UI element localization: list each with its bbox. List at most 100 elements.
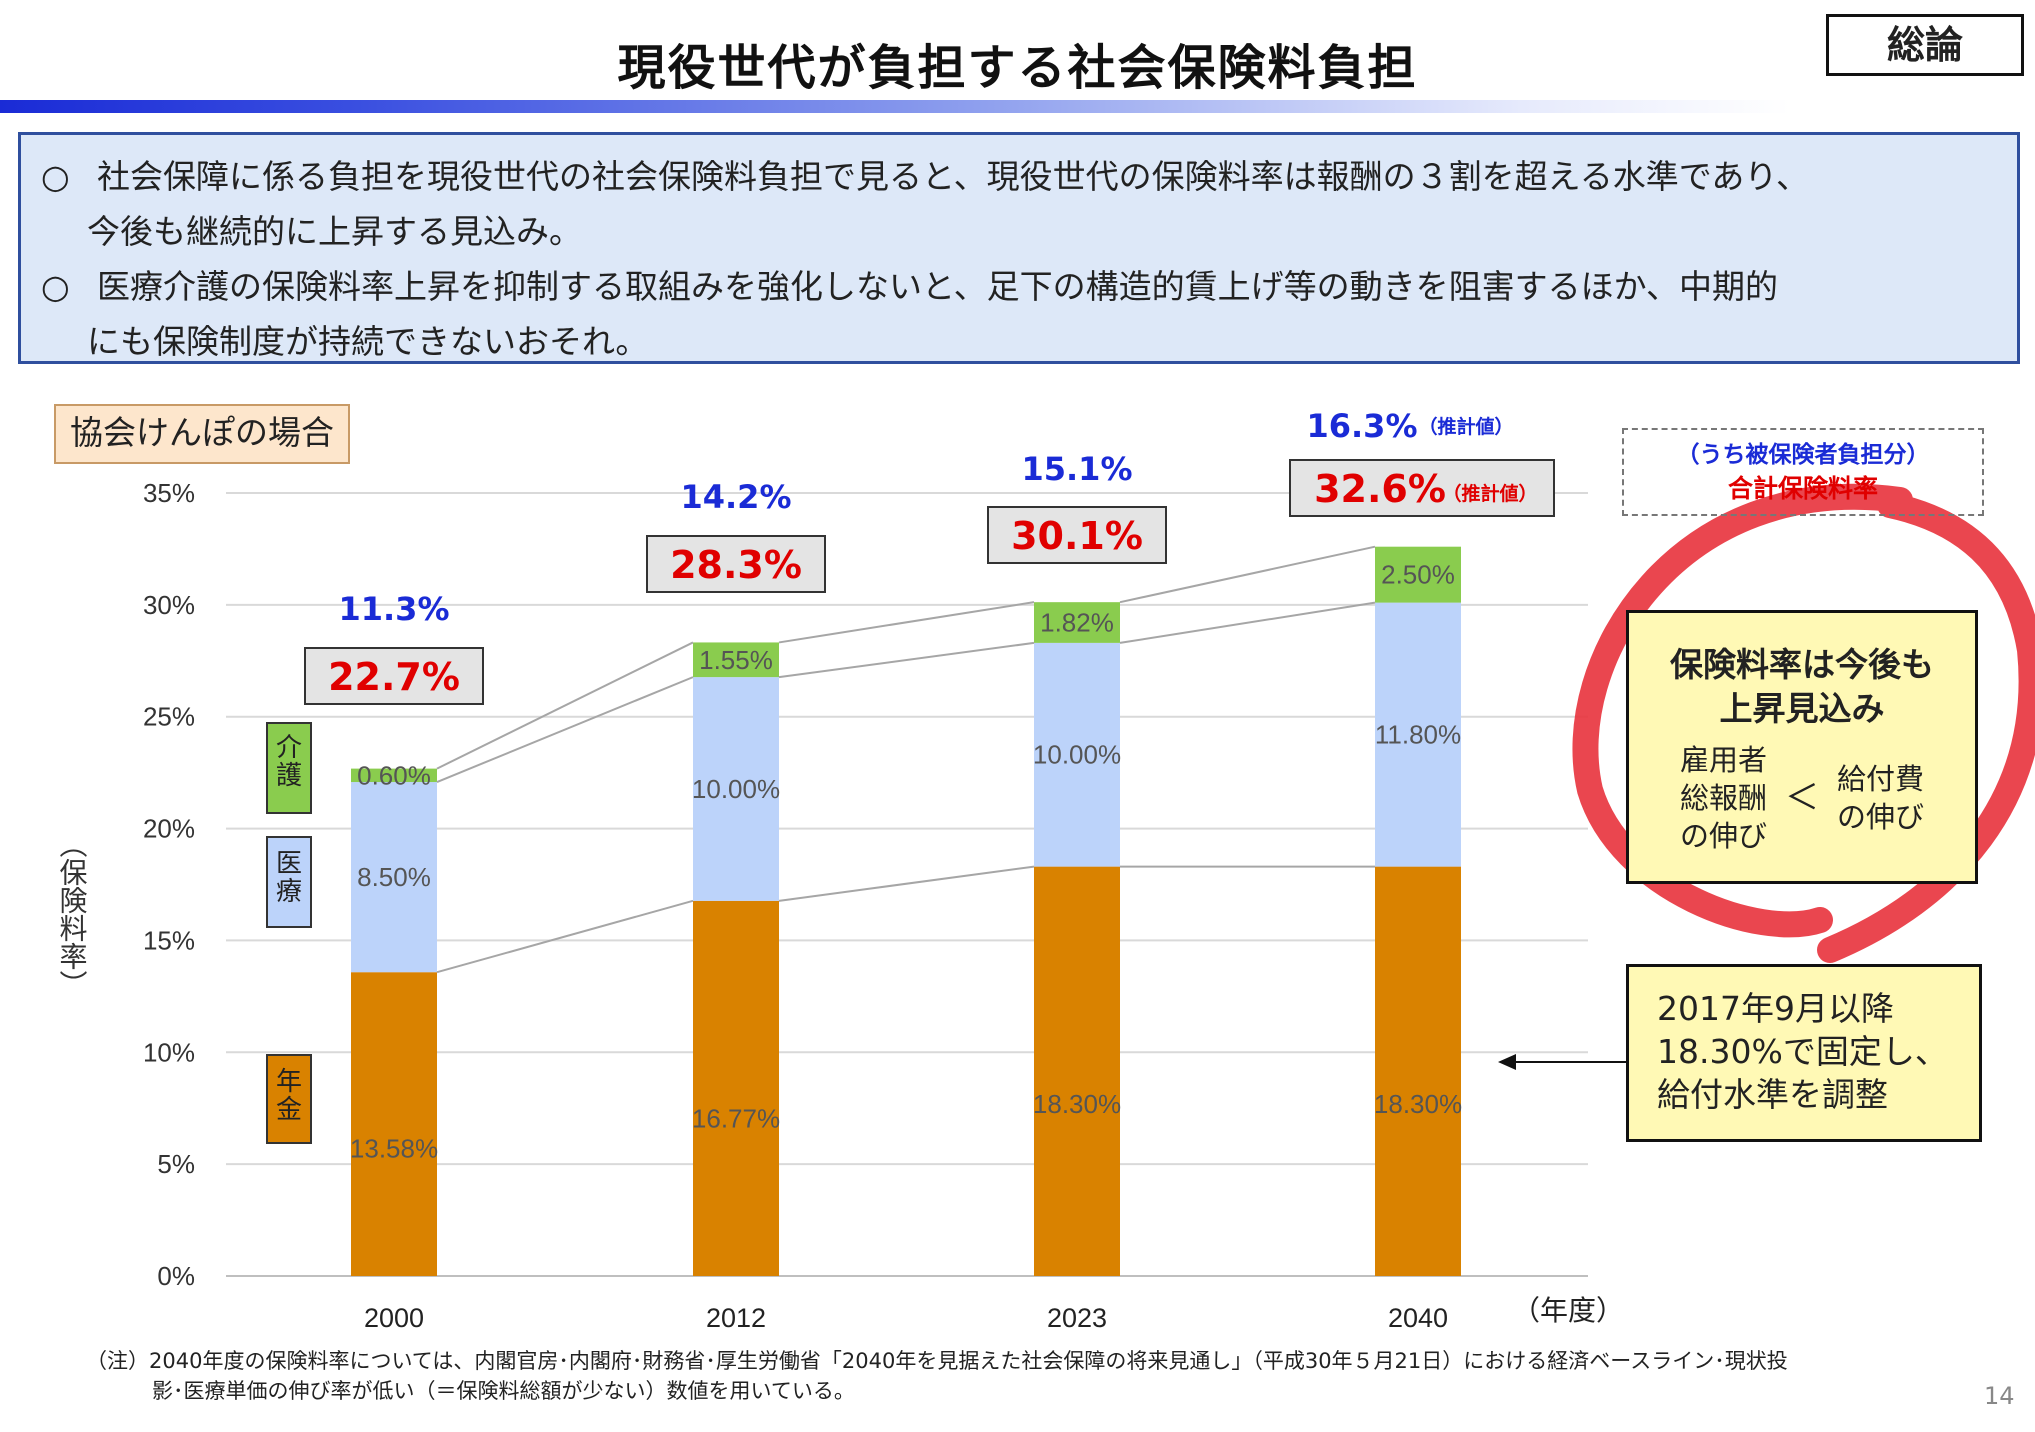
- section-tag: 総論: [1826, 14, 2024, 76]
- total-box: [1289, 459, 1555, 517]
- total-label: 32.6%: [1314, 467, 1446, 511]
- bar-segment: [1034, 642, 1120, 867]
- category-label-nenkin: 年金: [266, 1054, 312, 1144]
- page-title: 現役世代が負担する社会保険料負担: [617, 40, 1418, 96]
- x-tick-label: 2012: [706, 1303, 766, 1333]
- estimate-note: （推計値）: [1442, 482, 1537, 505]
- outlook-head-2: 上昇見込み: [1719, 689, 1885, 728]
- y-tick-label: 15%: [143, 925, 195, 955]
- employee-share-label: 16.3%: [1306, 407, 1417, 445]
- page-number: 14: [1984, 1382, 2015, 1410]
- summary-text-3: 医療介護の保険料率上昇を抑制する取組みを強化しないと、足下の構造的賃上げ等の動き…: [97, 267, 1779, 306]
- bar-segment: [351, 782, 437, 973]
- less-than-icon: ＜: [1785, 778, 1819, 818]
- summary-line-2: 今後も継続的に上昇する見込み。: [87, 212, 582, 251]
- connector-line: [1119, 601, 1376, 644]
- data-label: 16.77%: [692, 1103, 780, 1133]
- outlook-callout: 保険料率は今後も 上昇見込み 雇用者 総報酬 の伸び ＜ 給付費 の伸び: [1626, 610, 1978, 884]
- data-label: 8.50%: [357, 862, 431, 892]
- data-label: 1.82%: [1040, 608, 1114, 638]
- title-gradient-bar: [0, 100, 1790, 113]
- data-label: 10.00%: [692, 774, 780, 804]
- bar-segment: [1034, 866, 1120, 1276]
- outlook-left-1: 雇用者: [1679, 743, 1767, 777]
- data-label: 18.30%: [1033, 1089, 1121, 1119]
- case-label: 協会けんぽの場合: [54, 404, 350, 464]
- total-box: [987, 506, 1167, 564]
- y-tick-label: 35%: [143, 478, 195, 508]
- y-tick-label: 30%: [143, 590, 195, 620]
- connector-line: [778, 641, 1035, 679]
- data-label: 11.80%: [1375, 720, 1461, 750]
- connector-line: [436, 641, 694, 770]
- summary-line-1: ○ 社会保障に係る負担を現役世代の社会保険料負担で見ると、現役世代の保険料率は報酬…: [41, 149, 1995, 204]
- bar-segment: [1034, 602, 1120, 643]
- bar-segment: [1375, 546, 1461, 603]
- y-tick-label: 10%: [143, 1037, 195, 1067]
- outlook-comparison: 雇用者 総報酬 の伸び ＜ 給付費 の伸び: [1629, 741, 1975, 855]
- connector-line: [436, 899, 694, 974]
- outlook-right-2: の伸び: [1837, 800, 1925, 834]
- data-label: 10.00%: [1033, 740, 1121, 770]
- summary-line-4: にも保険制度が持続できないおそれ。: [87, 322, 649, 361]
- arrow-head-icon: [1498, 1054, 1516, 1070]
- total-label: 28.3%: [670, 543, 802, 587]
- outlook-head-1: 保険料率は今後も: [1670, 645, 1934, 684]
- footnote-line-2: 影･医療単価の伸び率が低い（＝保険料総額が少ない）数値を用いている。: [152, 1379, 855, 1403]
- data-label: 1.55%: [699, 645, 773, 675]
- summary-line-3: ○ 医療介護の保険料率上昇を抑制する取組みを強化しないと、足下の構造的賃上げ等の動…: [41, 259, 1995, 314]
- x-tick-label: 2000: [364, 1303, 424, 1333]
- y-tick-label: 0%: [157, 1261, 195, 1291]
- y-tick-label: 5%: [157, 1149, 195, 1179]
- bullet-icon: ○: [41, 267, 70, 306]
- summary-text-1: 社会保障に係る負担を現役世代の社会保険料負担で見ると、現役世代の保険料率は報酬の…: [97, 157, 1810, 196]
- legend-total-rate: 合計保険料率: [1727, 474, 1878, 503]
- y-tick-label: 20%: [143, 814, 195, 844]
- pension-note-1: 2017年9月以降: [1657, 989, 1894, 1028]
- pension-note-3: 給付水準を調整: [1657, 1075, 1888, 1114]
- employee-share-label: 14.2%: [680, 478, 791, 516]
- red-circle-annotation: [1572, 483, 2035, 963]
- bullet-icon: ○: [41, 157, 70, 196]
- summary-box: ○ 社会保障に係る負担を現役世代の社会保険料負担で見ると、現役世代の保険料率は報酬…: [18, 132, 2020, 364]
- data-label: 13.58%: [350, 1133, 438, 1163]
- data-label: 18.30%: [1374, 1089, 1462, 1119]
- total-label: 22.7%: [328, 655, 460, 699]
- total-box: [304, 647, 484, 705]
- bar-segment: [1375, 602, 1461, 867]
- footnote-line-1: （注）2040年度の保険料率については、内閣官房･内閣府･財務省･厚生労働省「2…: [86, 1349, 1788, 1373]
- connector-line: [436, 676, 694, 783]
- connector-line: [1119, 545, 1376, 604]
- estimate-note: （推計値）: [1418, 415, 1513, 438]
- outlook-right-1: 給付費: [1837, 762, 1925, 796]
- employee-share-label: 15.1%: [1021, 450, 1132, 488]
- y-tick-label: 25%: [143, 702, 195, 732]
- footnote: （注）2040年度の保険料率については、内閣官房･内閣府･財務省･厚生労働省「2…: [86, 1346, 1926, 1406]
- category-label-kaigo: 介護: [266, 722, 312, 814]
- employee-share-label: 11.3%: [338, 590, 449, 628]
- data-label: 2.50%: [1381, 560, 1455, 590]
- bar-segment: [693, 642, 779, 678]
- bar-segment: [351, 972, 437, 1276]
- data-label: 0.60%: [357, 760, 431, 790]
- x-tick-label: 2023: [1047, 1303, 1107, 1333]
- category-label-iryo: 医療: [266, 836, 312, 928]
- outlook-right: 給付費 の伸び: [1837, 760, 1924, 836]
- legend-employee-share: （うち被保険者負担分）: [1676, 442, 1930, 468]
- outlook-left: 雇用者 総報酬 の伸び: [1680, 741, 1767, 855]
- y-axis-label: （保険料率）: [56, 830, 89, 998]
- total-box: [646, 535, 826, 593]
- bar-segment: [693, 900, 779, 1276]
- outlook-left-3: の伸び: [1679, 819, 1767, 853]
- x-tick-label: 2040: [1388, 1303, 1448, 1333]
- x-axis-unit: （年度）: [1512, 1294, 1624, 1327]
- pension-note-2: 18.30%で固定し、: [1657, 1032, 1948, 1071]
- bar-segment: [693, 677, 779, 901]
- total-label: 30.1%: [1011, 514, 1143, 558]
- connector-line: [778, 601, 1035, 644]
- outlook-left-2: 総報酬: [1679, 781, 1767, 815]
- pension-note-callout: 2017年9月以降 18.30%で固定し、 給付水準を調整: [1626, 964, 1982, 1142]
- bar-segment: [351, 768, 437, 783]
- bar-segment: [1375, 866, 1461, 1276]
